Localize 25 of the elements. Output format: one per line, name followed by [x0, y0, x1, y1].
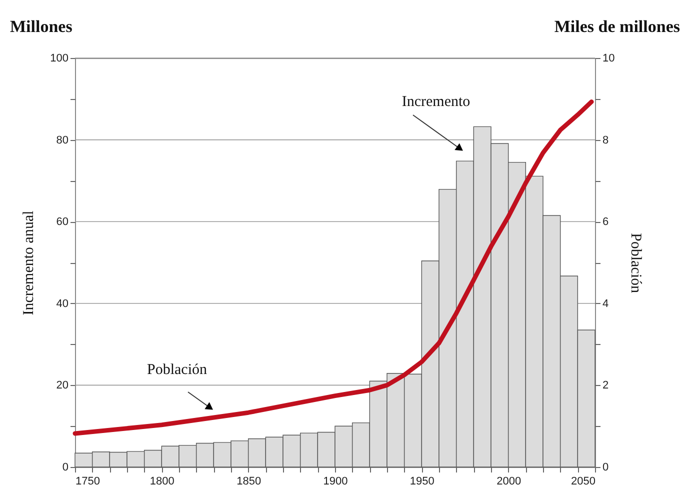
- y2-tick-label: 0: [602, 462, 609, 474]
- text: Población: [147, 362, 208, 378]
- text: Miles de millones: [554, 17, 680, 36]
- x-tick-label: 1850: [236, 476, 262, 488]
- x-tick-label: 1900: [323, 476, 348, 488]
- y2-tick-label: 4: [602, 298, 609, 310]
- series-label: Incremento: [402, 94, 470, 110]
- y2-tick-label: 6: [602, 216, 609, 228]
- y-axis-title: Incremento anual: [21, 210, 38, 316]
- text: Millones: [10, 17, 73, 36]
- y-tick-label: 80: [56, 134, 68, 146]
- x-tick-label: 2000: [496, 476, 522, 488]
- y-tick-label: 60: [56, 216, 68, 228]
- y2-tick-label: 8: [602, 134, 609, 146]
- y2-axis-title: Población: [628, 233, 644, 294]
- y2-tick-label: 2: [602, 380, 609, 392]
- y-tick-label: 40: [56, 298, 68, 310]
- x-tick-label: 2050: [571, 476, 596, 488]
- x-tick-label: 1750: [76, 476, 100, 488]
- y-tick-label: 0: [62, 462, 68, 474]
- x-tick-label: 1950: [410, 476, 434, 488]
- x-tick-label: 1800: [150, 476, 174, 488]
- y-tick-label: 100: [50, 52, 68, 64]
- y2-tick-label: 10: [602, 52, 615, 64]
- y-tick-label: 20: [56, 380, 68, 392]
